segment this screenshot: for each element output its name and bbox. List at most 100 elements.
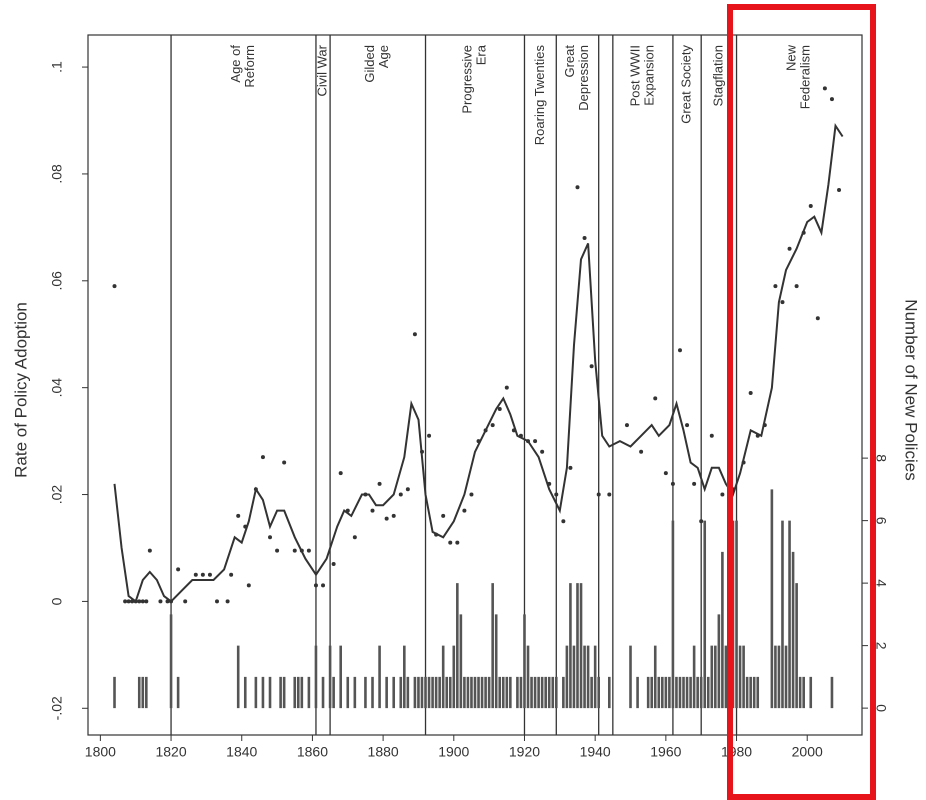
policy-bar — [802, 676, 805, 709]
data-point — [126, 599, 131, 604]
policy-bar — [791, 551, 795, 709]
data-point — [773, 284, 778, 289]
policy-bar — [572, 645, 576, 709]
data-point — [147, 548, 152, 553]
x-tick-label: 1840 — [226, 744, 257, 760]
policy-bar — [314, 645, 318, 709]
data-point — [246, 583, 251, 588]
y-tick-label: .06 — [49, 271, 65, 291]
policy-bar — [593, 645, 597, 709]
data-point — [112, 284, 117, 289]
x-tick-label: 1820 — [155, 744, 186, 760]
policy-bar — [678, 676, 682, 709]
policy-bar — [664, 676, 668, 709]
data-point — [275, 548, 280, 553]
y2-tick-label: 8 — [873, 454, 889, 462]
y2-tick-label: 6 — [873, 517, 889, 525]
data-point — [236, 513, 241, 518]
era-label: Stagflation — [710, 45, 725, 106]
data-point — [144, 599, 149, 604]
y2-tick-label: 0 — [873, 704, 889, 712]
policy-bar — [473, 676, 477, 709]
policy-bar — [671, 520, 675, 709]
policy-bar — [597, 676, 600, 709]
policy-bar — [279, 676, 282, 709]
policy-bar — [752, 676, 756, 709]
data-point — [169, 599, 174, 604]
policy-bar — [565, 645, 569, 709]
policy-bar — [509, 676, 512, 709]
policy-bar — [774, 645, 777, 709]
policy-bar — [371, 676, 374, 709]
policy-bar — [636, 676, 639, 709]
data-point — [685, 423, 690, 428]
policy-bar — [583, 645, 586, 709]
policy-bar — [629, 645, 632, 709]
policy-bar — [586, 645, 590, 709]
data-point — [639, 449, 644, 454]
policy-bar — [364, 676, 367, 709]
data-point — [692, 481, 697, 486]
data-point — [741, 460, 746, 465]
policy-bar — [706, 676, 710, 709]
policy-bar — [668, 676, 671, 709]
policy-bar — [714, 645, 717, 709]
policy-bar — [675, 676, 678, 709]
policy-bar — [332, 676, 335, 709]
policy-bar — [321, 676, 325, 709]
data-point — [260, 455, 265, 460]
policy-bar — [307, 676, 311, 709]
policy-bar — [268, 676, 272, 709]
policy-bar — [703, 520, 707, 709]
policy-bar — [710, 645, 714, 709]
data-point — [434, 532, 439, 537]
data-point — [497, 407, 502, 412]
policy-bar — [385, 676, 388, 709]
era-label: Civil War — [314, 44, 329, 96]
policy-bar — [441, 645, 445, 709]
policy-bar — [830, 676, 834, 709]
data-point — [469, 492, 474, 497]
x-tick-label: 1860 — [297, 744, 328, 760]
policy-bar — [809, 676, 813, 709]
data-point — [377, 481, 382, 486]
x-tick-label: 1960 — [650, 744, 681, 760]
data-point — [282, 460, 287, 465]
data-point — [829, 97, 834, 102]
policy-bar — [646, 676, 650, 709]
policy-bar — [470, 676, 473, 709]
policy-bar — [113, 676, 116, 709]
data-point — [183, 599, 188, 604]
y-tick-label: .08 — [49, 164, 65, 184]
era-label: Reform — [242, 45, 257, 88]
data-point — [405, 487, 410, 492]
policy-bar — [692, 645, 696, 709]
policy-bar — [795, 583, 798, 709]
policy-bar — [749, 676, 752, 709]
y2-tick-label: 2 — [873, 642, 889, 650]
policy-bar — [293, 676, 297, 709]
y2-tick-label: 4 — [873, 579, 889, 587]
policy-bar — [346, 676, 350, 709]
data-point — [709, 433, 714, 438]
data-point — [533, 439, 538, 444]
policy-bar — [608, 676, 611, 709]
era-label: New — [784, 44, 799, 71]
policy-bar — [551, 676, 555, 709]
policy-bar — [735, 520, 738, 709]
data-point — [483, 428, 488, 433]
policy-bar — [243, 676, 247, 709]
data-point — [345, 508, 350, 513]
data-point — [815, 316, 820, 321]
data-point — [331, 562, 336, 567]
policy-bar — [487, 676, 491, 709]
data-point — [398, 492, 403, 497]
data-point — [391, 513, 396, 518]
policy-bar — [491, 583, 494, 709]
data-point — [253, 487, 258, 492]
era-label: Depression — [576, 45, 591, 111]
policy-bar — [378, 645, 381, 709]
policy-bar — [770, 489, 774, 709]
policy-bar — [777, 645, 781, 709]
policy-bar — [699, 676, 703, 709]
